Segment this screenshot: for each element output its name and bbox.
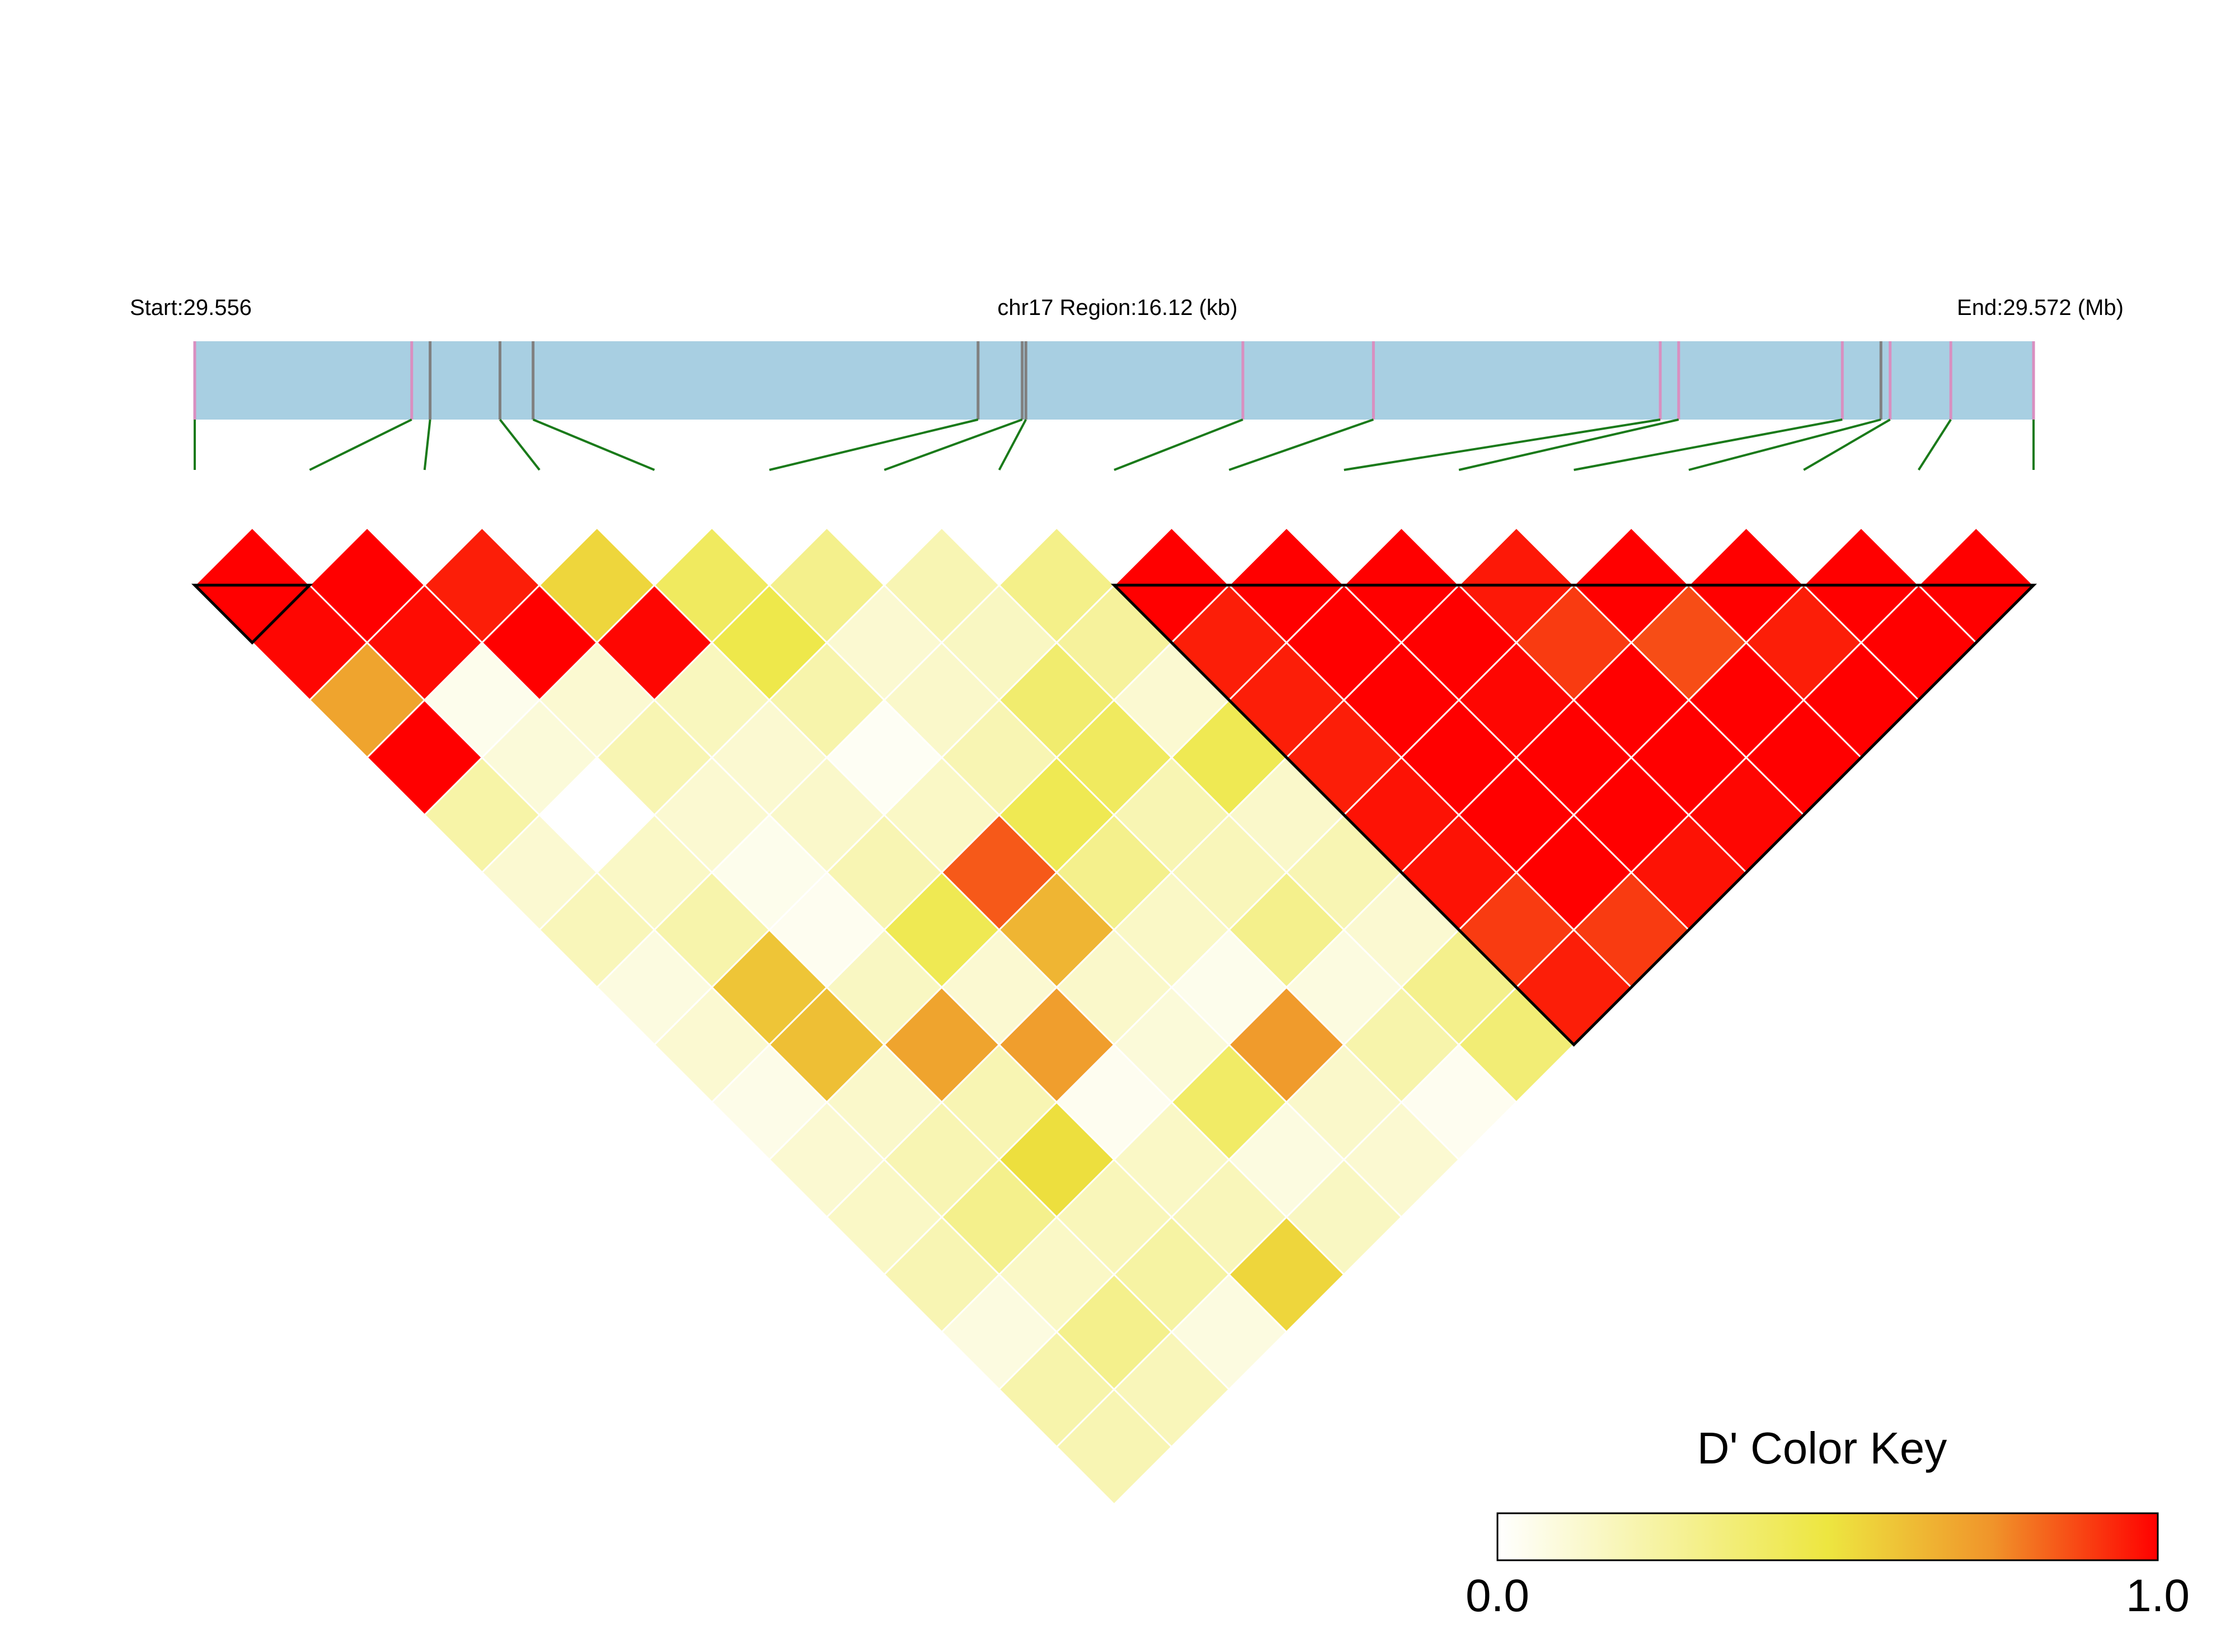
start-label: Start:29.556	[130, 295, 252, 320]
snp-connector	[309, 418, 412, 471]
snp-connector	[1458, 418, 1679, 471]
snp-connector	[998, 419, 1027, 470]
color-key-max-label: 1.0	[2126, 1570, 2190, 1621]
region-label: chr17 Region:16.12 (kb)	[997, 295, 1237, 320]
haplotype-block-outlines	[191, 583, 2037, 1047]
color-key: D' Color Key 0.0 1.0	[1466, 1423, 2190, 1621]
end-label: End:29.572 (Mb)	[1957, 295, 2124, 320]
color-key-title: D' Color Key	[1697, 1423, 1947, 1473]
haplotype-block-outline	[191, 583, 313, 645]
snp-connector	[884, 418, 1023, 471]
snp-connector	[532, 418, 655, 471]
snp-connector	[1114, 418, 1243, 471]
snp-connector-lines	[194, 418, 2035, 471]
snp-connector	[499, 418, 541, 471]
snp-position-ticks	[193, 341, 2035, 420]
color-key-min-label: 0.0	[1466, 1570, 1529, 1621]
snp-connector	[1344, 418, 1661, 471]
haplotype-block-outline	[1110, 583, 2037, 1047]
snp-connector	[1574, 418, 1843, 471]
snp-connector	[1917, 418, 1952, 471]
ld-heatmap-cells	[193, 526, 2035, 1506]
snp-connector	[1228, 418, 1374, 471]
snp-connector	[423, 419, 431, 470]
snp-connector	[1803, 418, 1891, 471]
snp-connector	[1688, 418, 1881, 471]
color-key-gradient	[1496, 1512, 2159, 1561]
snp-connector	[769, 418, 979, 471]
gene-region-bar	[195, 341, 2034, 420]
